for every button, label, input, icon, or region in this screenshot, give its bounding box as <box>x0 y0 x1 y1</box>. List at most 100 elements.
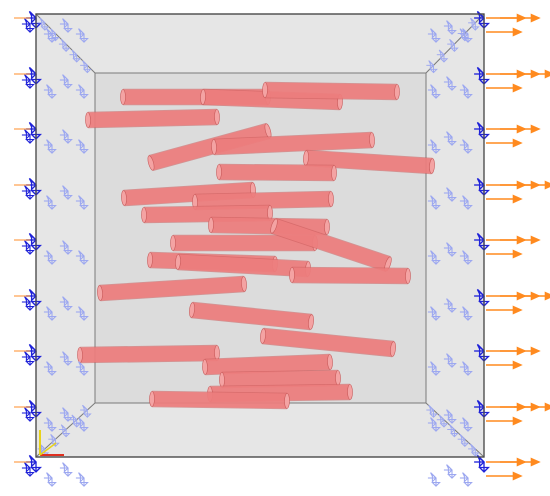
fiber-body <box>210 217 328 235</box>
edge-boundary-conditions <box>37 17 480 457</box>
pin-constraint-icon <box>75 84 89 99</box>
fiber-20 <box>260 327 396 358</box>
fiber-body <box>79 345 218 363</box>
fiber-25 <box>149 390 290 410</box>
pin-constraint-icon <box>459 195 473 210</box>
pin-constraint-icon <box>427 139 441 154</box>
pin-constraint-icon <box>43 84 57 99</box>
pin-constraint-icon <box>21 240 35 255</box>
fiber-end-cap <box>214 109 220 125</box>
pin-constraint-icon <box>21 129 35 144</box>
pin-constraint-icon <box>75 472 89 487</box>
pin-constraint-icon <box>459 472 473 487</box>
fiber-end-cap <box>394 84 400 100</box>
force-arrow-icon <box>486 83 523 93</box>
rve-cube-outline <box>35 13 485 458</box>
pin-constraint-icon <box>426 60 438 74</box>
pin-constraint-icon <box>69 49 82 63</box>
pin-constraint-icon <box>443 409 457 424</box>
fiber-end-cap <box>429 158 435 174</box>
pin-constraint-icon <box>80 60 92 74</box>
pin-constraint-icon <box>43 417 57 432</box>
force-arrow-icon <box>500 346 541 356</box>
force-arrow-icon <box>486 305 523 315</box>
fiber-18 <box>97 275 247 302</box>
fiber-end-cap <box>202 359 208 375</box>
fiber-22 <box>202 353 333 376</box>
fiber-end-cap <box>369 132 375 148</box>
pin-constraint-icon <box>427 250 441 265</box>
fiber-end-cap <box>121 190 127 206</box>
pin-constraint-icon <box>427 28 441 43</box>
fiber-end-cap <box>284 393 290 409</box>
force-arrow-icon <box>486 194 523 204</box>
fiber-end-cap <box>405 268 411 284</box>
fiber-body <box>143 205 271 223</box>
left-boundary-conditions <box>14 10 89 487</box>
fiber-4 <box>85 108 220 129</box>
fiber-end-cap <box>141 207 147 223</box>
pin-constraint-icon <box>468 443 480 457</box>
pin-constraint-icon <box>443 131 457 146</box>
fiber-end-cap <box>219 372 225 388</box>
fiber-body <box>221 370 339 388</box>
fiber-14 <box>270 218 392 272</box>
pin-constraint-icon <box>75 417 89 432</box>
fiber-3 <box>262 81 400 101</box>
pin-constraint-icon <box>59 462 73 477</box>
fiber-11 <box>141 204 273 224</box>
pin-constraint-icon <box>43 195 57 210</box>
fiber-body <box>264 82 398 100</box>
fiber-end-cap <box>327 354 333 370</box>
force-arrow-icon <box>500 235 541 245</box>
pin-constraint-icon <box>43 139 57 154</box>
pin-constraint-icon <box>443 187 457 202</box>
pin-constraint-icon <box>58 38 71 52</box>
pin-constraint-icon <box>59 240 73 255</box>
fiber-end-cap <box>335 370 341 386</box>
fiber-body <box>123 182 254 206</box>
fiber-end-cap <box>77 347 83 363</box>
pin-constraint-icon <box>59 296 73 311</box>
pin-constraint-icon <box>58 424 71 438</box>
pin-constraint-icon <box>443 464 457 479</box>
fiber-body <box>99 276 245 301</box>
fiber-end-cap <box>308 314 314 330</box>
pin-constraint-icon <box>459 361 473 376</box>
fiber-end-cap <box>324 219 330 235</box>
pin-constraint-icon <box>37 17 50 31</box>
pin-constraint-icon <box>427 195 441 210</box>
pin-constraint-icon <box>43 306 57 321</box>
pin-constraint-icon <box>21 462 35 477</box>
pin-constraint-icon <box>459 417 473 432</box>
fiber-end-cap <box>241 276 247 292</box>
fiber-body <box>291 267 409 284</box>
fiber-end-cap <box>208 217 214 233</box>
pin-constraint-icon <box>459 250 473 265</box>
pin-constraint-icon <box>426 404 438 418</box>
fiber-16 <box>175 253 311 278</box>
fiber-end-cap <box>347 384 353 400</box>
fiber-end-cap <box>120 89 126 105</box>
force-arrow-icon <box>500 457 541 467</box>
fiber-body <box>87 109 218 128</box>
pin-constraint-icon <box>59 129 73 144</box>
fiber-body <box>149 123 270 171</box>
coordinate-triad-icon <box>39 430 64 456</box>
pin-constraint-icon <box>427 84 441 99</box>
pin-constraint-icon <box>75 195 89 210</box>
fiber-body <box>194 191 332 210</box>
pin-constraint-icon <box>59 18 73 33</box>
pin-constraint-icon <box>447 38 459 52</box>
pin-constraint-icon <box>443 353 457 368</box>
force-arrow-icon <box>486 138 523 148</box>
fiber-end-cap <box>216 164 222 180</box>
pin-constraint-icon <box>21 407 35 422</box>
fiber-end-cap <box>260 328 266 344</box>
pin-constraint-icon <box>459 84 473 99</box>
pin-constraint-icon <box>427 472 441 487</box>
pin-constraint-icon <box>459 139 473 154</box>
fiber-end-cap <box>211 139 217 155</box>
pin-constraint-icon <box>75 139 89 154</box>
fiber-body <box>204 354 331 375</box>
